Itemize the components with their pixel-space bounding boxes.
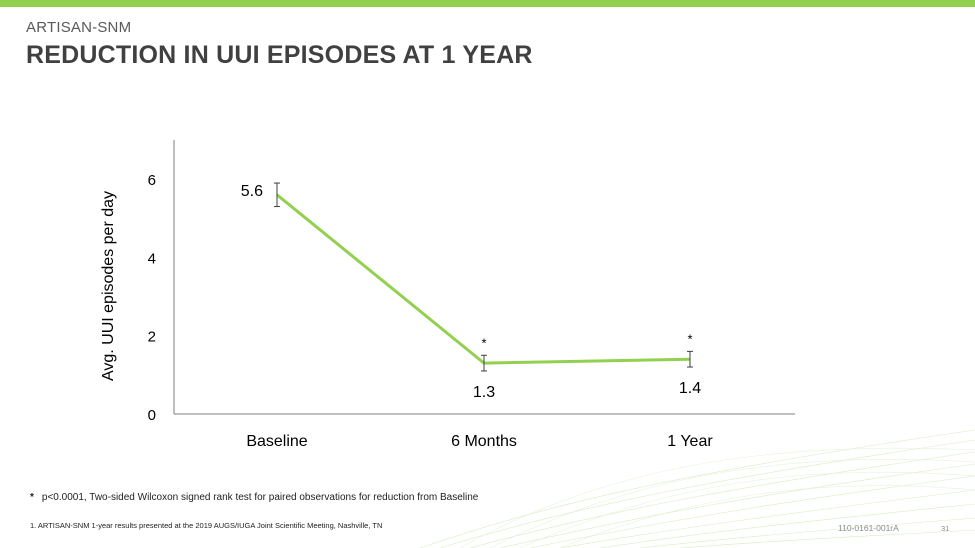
footnote-text: p<0.0001, Two-sided Wilcoxon signed rank… [41, 492, 479, 503]
significance-marker: * [687, 331, 692, 346]
document-code: 110-0161-001rA [838, 523, 899, 533]
data-label: 1.3 [473, 384, 495, 401]
page-title: REDUCTION IN UUI EPISODES AT 1 YEAR [26, 41, 533, 69]
x-tick-label: 6 Months [451, 433, 517, 450]
data-labels: 5.6 1.3 1.4 * * [241, 183, 701, 401]
x-tick-label: Baseline [246, 433, 307, 450]
error-bar [687, 350, 693, 368]
y-tick-label: 4 [148, 250, 156, 267]
y-tick-label: 0 [148, 407, 156, 424]
y-tick-labels: 0 2 4 6 [148, 172, 156, 424]
accent-top-bar [0, 0, 975, 7]
footnote-marker: * [30, 492, 34, 503]
error-bar [481, 354, 487, 372]
y-tick-label: 2 [148, 329, 156, 346]
series-uui-episodes [274, 182, 693, 372]
error-bar [274, 182, 280, 208]
y-axis-label: Avg. UUI episodes per day [100, 191, 117, 381]
data-label: 1.4 [679, 380, 701, 397]
data-label: 5.6 [241, 183, 263, 200]
y-tick-label: 6 [148, 172, 156, 189]
x-tick-labels: Baseline 6 Months 1 Year [246, 433, 713, 450]
x-tick-label: 1 Year [667, 433, 713, 450]
section-kicker: ARTISAN-SNM [26, 19, 132, 36]
reference-note: 1. ARTISAN-SNM 1-year results presented … [30, 521, 383, 530]
significance-marker: * [481, 335, 486, 350]
page-number: 31 [941, 524, 950, 533]
footnote: * p<0.0001, Two-sided Wilcoxon signed ran… [30, 492, 478, 503]
